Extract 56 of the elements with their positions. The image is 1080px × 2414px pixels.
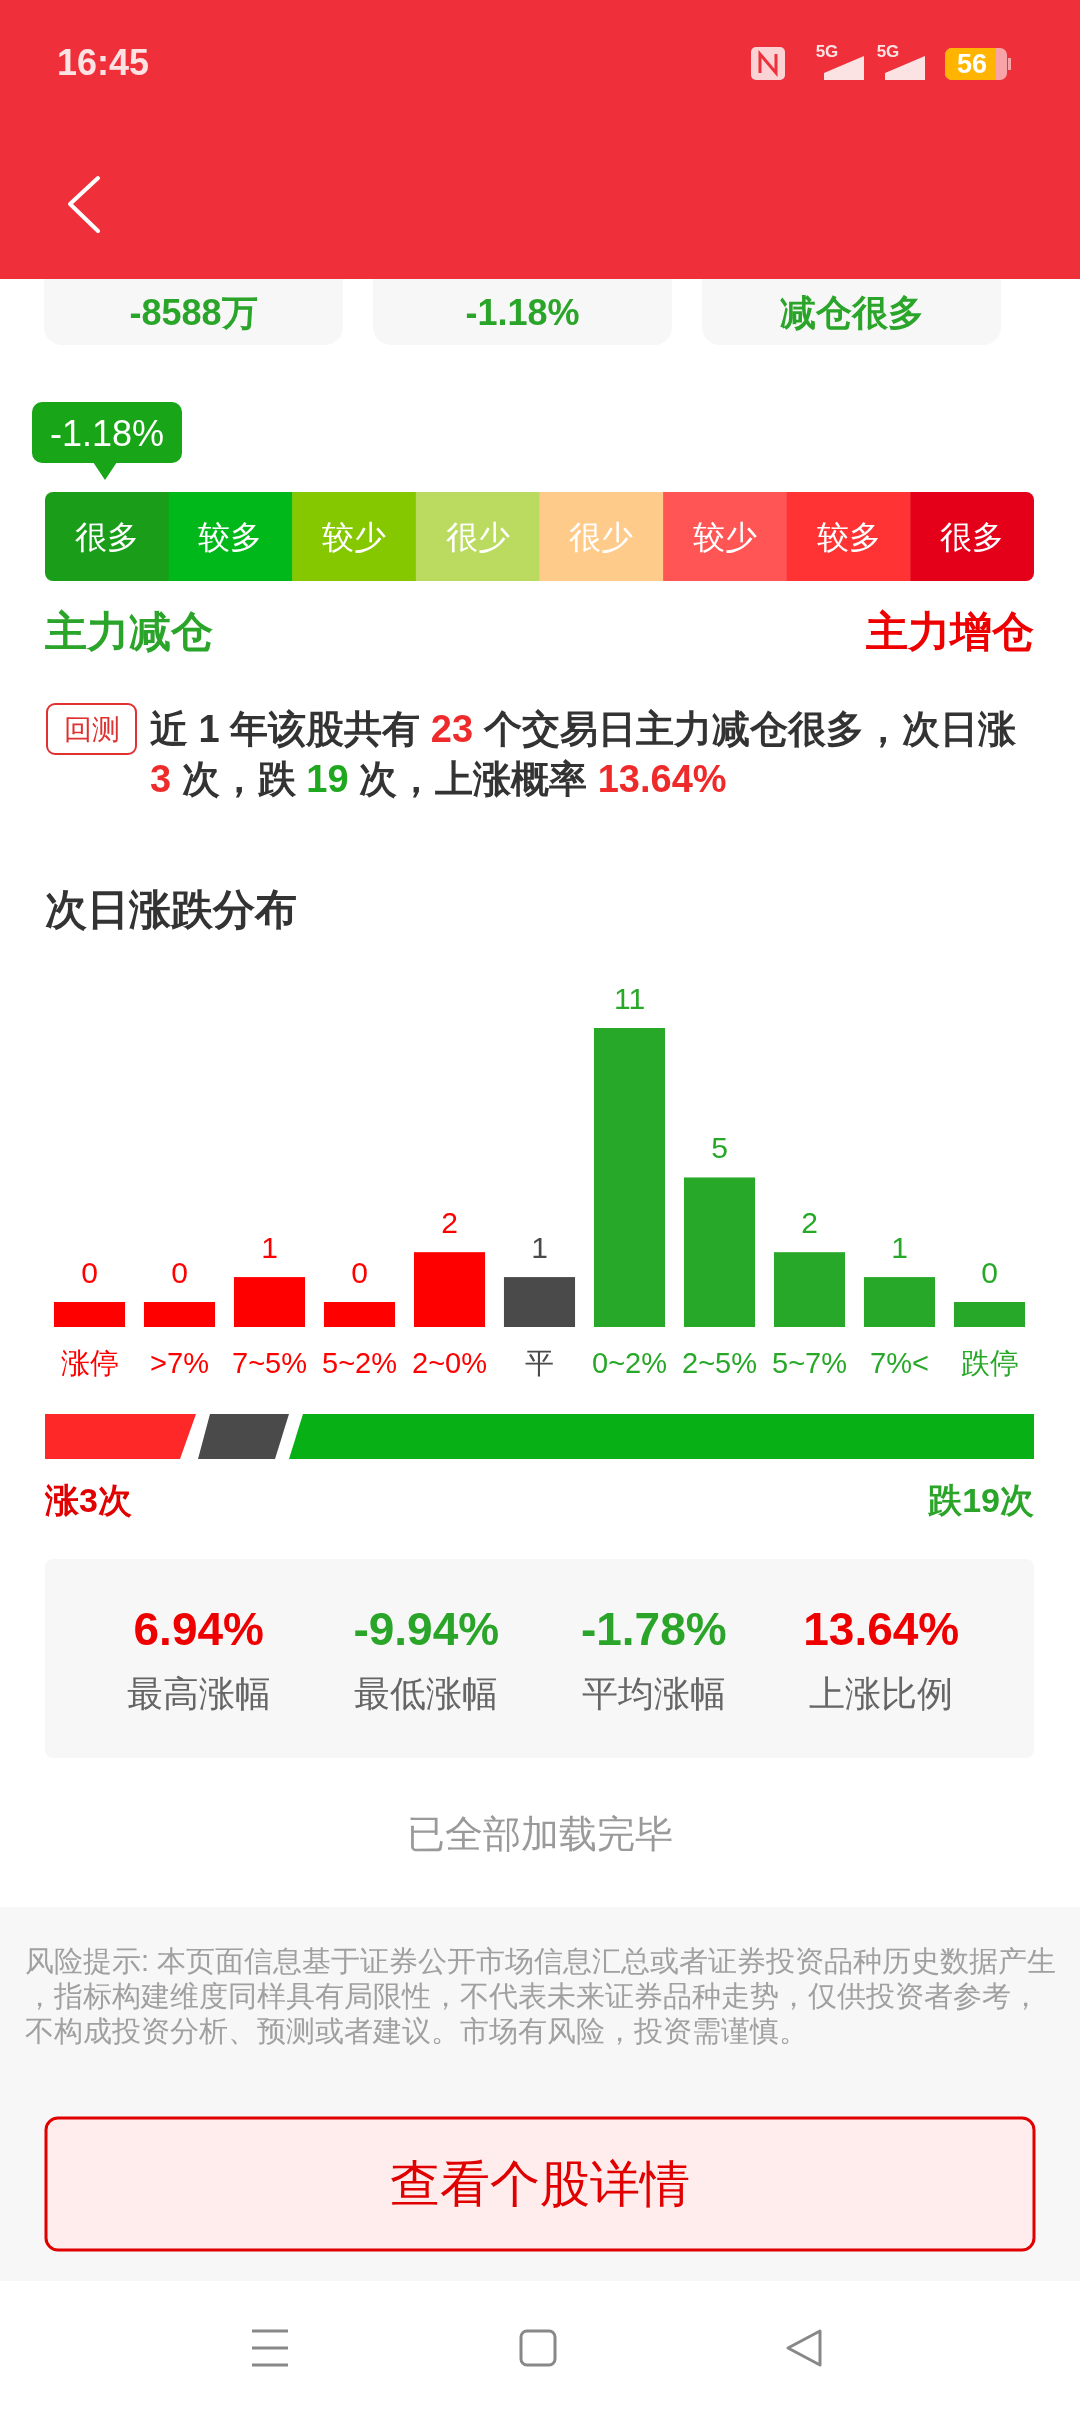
text: 最高涨幅 [126, 1672, 271, 1714]
data-label: 0 [351, 1255, 368, 1289]
text: 16:45 [57, 41, 150, 83]
category-label: 较少 [322, 518, 387, 555]
text: 跌19次 [927, 1481, 1034, 1519]
chart-title: 次日涨跌分布 [45, 885, 297, 933]
data-label: 2 [801, 1205, 818, 1239]
data-label: 5 [711, 1130, 728, 1164]
text: 5G [876, 41, 900, 61]
data-label: 11 [613, 981, 646, 1015]
text: 近 1 年该股共有 23 个交易日主力减仓很多，次日涨 3 次，跌 19 次，上涨概率 13.64% [150, 708, 1016, 800]
category-label: 很多 [74, 518, 139, 555]
x-tick-label: 平 [525, 1347, 554, 1379]
text: 涨3次 [44, 1481, 132, 1519]
category-label: 很多 [940, 518, 1005, 555]
text: -9.94% [353, 1603, 500, 1655]
text: 56 [956, 49, 988, 79]
data-label: 1 [891, 1230, 908, 1264]
text: -1.18% [465, 291, 580, 333]
data-label: 1 [531, 1230, 548, 1264]
text: 主力减仓 [44, 607, 213, 655]
text: 已全部加载完毕 [407, 1813, 673, 1855]
x-tick-label: 2~0% [412, 1347, 487, 1379]
text: 回测 [63, 713, 120, 745]
text: -8588万 [129, 291, 258, 333]
category-label: 很少 [569, 518, 634, 555]
text: -1.78% [580, 1603, 727, 1655]
x-tick-label: 7~5% [232, 1347, 307, 1379]
category-label: 较少 [692, 518, 757, 555]
text: 5G [815, 41, 839, 61]
text: 风险提示: 本页面信息基于证券公开市场信息汇总或者证券投资品种历史数据产生，指标构建维度同样具有局限性，不代表未来证券品种走势，仅供投资者参考，不构成投资分析、预测或者建议。市场有风险，投资需谨慎。 [25, 1945, 1057, 2047]
x-tick-label: 7%< [870, 1347, 929, 1379]
x-tick-label: >7% [150, 1347, 209, 1379]
text: 主力增仓 [865, 607, 1034, 655]
category-label: 较多 [198, 518, 263, 555]
x-tick-label: 2~5% [682, 1347, 757, 1379]
data-label: 1 [261, 1230, 278, 1264]
text: 查看个股详情 [390, 2156, 690, 2212]
text: 13.64% [803, 1603, 960, 1655]
text: 6.94% [133, 1603, 264, 1655]
x-tick-label: 5~2% [322, 1347, 397, 1379]
data-label: 0 [981, 1255, 998, 1289]
x-tick-label: 涨停 [60, 1347, 119, 1379]
text: 平均涨幅 [581, 1672, 726, 1714]
text: -1.18% [49, 412, 165, 454]
category-label: 很少 [445, 518, 510, 555]
category-label: 较多 [816, 518, 881, 555]
data-label: 0 [171, 1255, 188, 1289]
text: 减仓很多 [779, 291, 924, 333]
x-tick-label: 5~7% [772, 1347, 847, 1379]
x-tick-label: 跌停 [960, 1347, 1019, 1379]
data-label: 2 [441, 1205, 458, 1239]
data-label: 0 [81, 1255, 98, 1289]
text: 最低涨幅 [354, 1672, 499, 1714]
x-tick-label: 0~2% [592, 1347, 667, 1379]
text: 上涨比例 [809, 1672, 954, 1714]
